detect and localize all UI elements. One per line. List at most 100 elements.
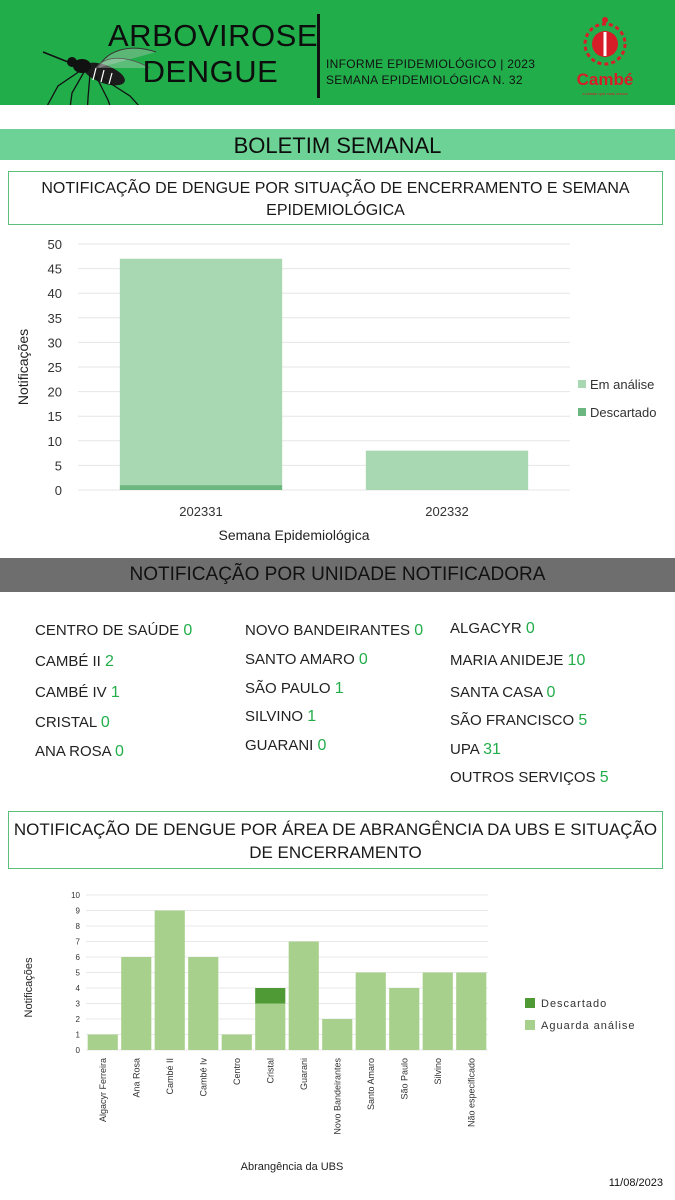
report-info: INFORME EPIDEMIOLÓGICO | 2023 SEMANA EPI… <box>326 56 535 88</box>
x-tick-label: Cambé Iv <box>198 1058 208 1097</box>
unit-name: SÃO PAULO <box>245 680 331 697</box>
unit-name: SÃO FRANCISCO <box>450 712 575 729</box>
unit-name: ANA ROSA <box>35 743 111 760</box>
legend-label: Em análise <box>590 377 654 392</box>
x-tick-label: 202332 <box>425 504 468 519</box>
unit-item: UPA 31 <box>450 741 501 759</box>
y-tick-label: 8 <box>76 922 81 931</box>
bar-segment <box>188 957 219 1050</box>
legend-swatch <box>525 1020 535 1030</box>
unit-item: ALGACYR 0 <box>450 620 535 638</box>
unit-name: SANTO AMARO <box>245 651 355 668</box>
y-tick-label: 5 <box>55 458 62 473</box>
legend-label: Descartado <box>590 405 656 420</box>
unit-name: ALGACYR <box>450 620 522 637</box>
unit-count: 1 <box>110 684 120 701</box>
logo-tagline: a cidade que mais cresce <box>582 91 628 96</box>
bar-segment <box>119 258 283 486</box>
bulletin-band: BOLETIM SEMANAL <box>0 129 675 160</box>
x-tick-label: Ana Rosa <box>131 1058 141 1098</box>
y-tick-label: 45 <box>48 262 62 277</box>
legend-swatch <box>578 408 586 416</box>
unit-count: 0 <box>525 620 535 637</box>
y-tick-label: 25 <box>48 360 62 375</box>
unit-name: MARIA ANIDEJE <box>450 652 564 669</box>
y-tick-label: 50 <box>48 237 62 252</box>
y-tick-label: 4 <box>76 984 81 993</box>
bar-segment <box>355 972 386 1050</box>
y-axis-label: Notificações <box>23 957 35 1017</box>
unit-count: 10 <box>567 652 586 669</box>
y-tick-label: 6 <box>76 953 81 962</box>
unit-item: ANA ROSA 0 <box>35 743 124 761</box>
legend-swatch <box>525 998 535 1008</box>
section1-title: NOTIFICAÇÃO DE DENGUE POR SITUAÇÃO DE EN… <box>8 171 663 225</box>
unit-name: SILVINO <box>245 708 304 725</box>
chart-ubs-status: 0 1 2 3 4 5 6 7 8 9 10 Algacyr Ferreira Ana Rosa Camb… <box>23 891 636 1173</box>
units-list: CENTRO DE SAÚDE 0 CAMBÉ II 2 CAMBÉ IV 1 … <box>0 600 675 800</box>
section2-title: NOTIFICAÇÃO POR UNIDADE NOTIFICADORA <box>0 558 675 592</box>
unit-name: UPA <box>450 741 479 758</box>
unit-count: 0 <box>546 684 556 701</box>
bar-segment <box>255 988 286 1004</box>
unit-item: SANTO AMARO 0 <box>245 651 368 669</box>
chart-week-status: 0 5 10 15 20 25 30 35 40 45 50 202331 202332 Semana E… <box>15 237 656 543</box>
cambe-emblem-icon <box>583 17 627 66</box>
unit-count: 1 <box>334 680 344 697</box>
bar-segment <box>119 485 283 490</box>
unit-name: CAMBÉ II <box>35 653 101 670</box>
legend-label: Aguarda análise <box>541 1020 636 1032</box>
bar-segment <box>221 1034 252 1050</box>
bar-segment <box>456 972 487 1050</box>
x-tick-label: Cristal <box>265 1058 275 1084</box>
bar-segment <box>288 941 319 1050</box>
x-tick-label: Guarani <box>299 1058 309 1090</box>
y-tick-label: 20 <box>48 385 62 400</box>
unit-item: CAMBÉ II 2 <box>35 653 114 671</box>
x-tick-label: Silvino <box>433 1058 443 1085</box>
unit-count: 0 <box>358 651 368 668</box>
unit-item: MARIA ANIDEJE 10 <box>450 652 585 670</box>
unit-count: 5 <box>578 712 588 729</box>
unit-item: SÃO FRANCISCO 5 <box>450 712 587 730</box>
bar-segment <box>389 988 420 1050</box>
y-tick-label: 3 <box>76 1000 81 1009</box>
y-tick-label: 5 <box>76 969 81 978</box>
report-info-line-2: SEMANA EPIDEMIOLÓGICA N. 32 <box>326 73 523 87</box>
y-tick-label: 35 <box>48 311 62 326</box>
logo-text: Cambé <box>576 70 634 89</box>
unit-count: 0 <box>414 622 424 639</box>
y-tick-label: 1 <box>76 1031 81 1040</box>
unit-name: CAMBÉ IV <box>35 684 107 701</box>
bar-segment <box>255 1003 286 1050</box>
x-tick-label: 202331 <box>179 504 222 519</box>
legend-label: Descartado <box>541 998 607 1010</box>
unit-item: GUARANI 0 <box>245 737 326 755</box>
title-line-1: ARBOVIROSE <box>108 18 318 53</box>
bar-segment <box>87 1034 118 1050</box>
unit-count: 0 <box>115 743 124 760</box>
section3-title: NOTIFICAÇÃO DE DENGUE POR ÁREA DE ABRANG… <box>8 811 663 869</box>
x-axis-label: Abrangência da UBS <box>241 1161 344 1173</box>
title-divider <box>317 14 320 98</box>
unit-count: 31 <box>483 741 501 758</box>
bar-segment <box>154 910 185 1050</box>
legend-swatch <box>578 380 586 388</box>
unit-item: SANTA CASA 0 <box>450 684 555 702</box>
unit-item: OUTROS SERVIÇOS 5 <box>450 769 609 787</box>
unit-item: CRISTAL 0 <box>35 714 110 732</box>
y-tick-label: 0 <box>55 483 62 498</box>
x-tick-label: Não especificado <box>466 1058 476 1127</box>
unit-count: 0 <box>100 714 110 731</box>
x-tick-label: São Paulo <box>399 1058 409 1100</box>
unit-count: 2 <box>105 653 114 670</box>
y-tick-label: 7 <box>76 938 81 947</box>
unit-name: CENTRO DE SAÚDE <box>35 622 180 639</box>
x-tick-label: Algacyr Ferreira <box>98 1058 108 1122</box>
page-title: ARBOVIROSE DENGUE <box>108 18 318 90</box>
unit-count: 1 <box>307 708 317 725</box>
y-tick-label: 2 <box>76 1015 81 1024</box>
unit-name: OUTROS SERVIÇOS <box>450 769 596 786</box>
title-line-2: DENGUE <box>142 54 279 89</box>
x-tick-label: Novo Bandeirantes <box>332 1058 342 1135</box>
